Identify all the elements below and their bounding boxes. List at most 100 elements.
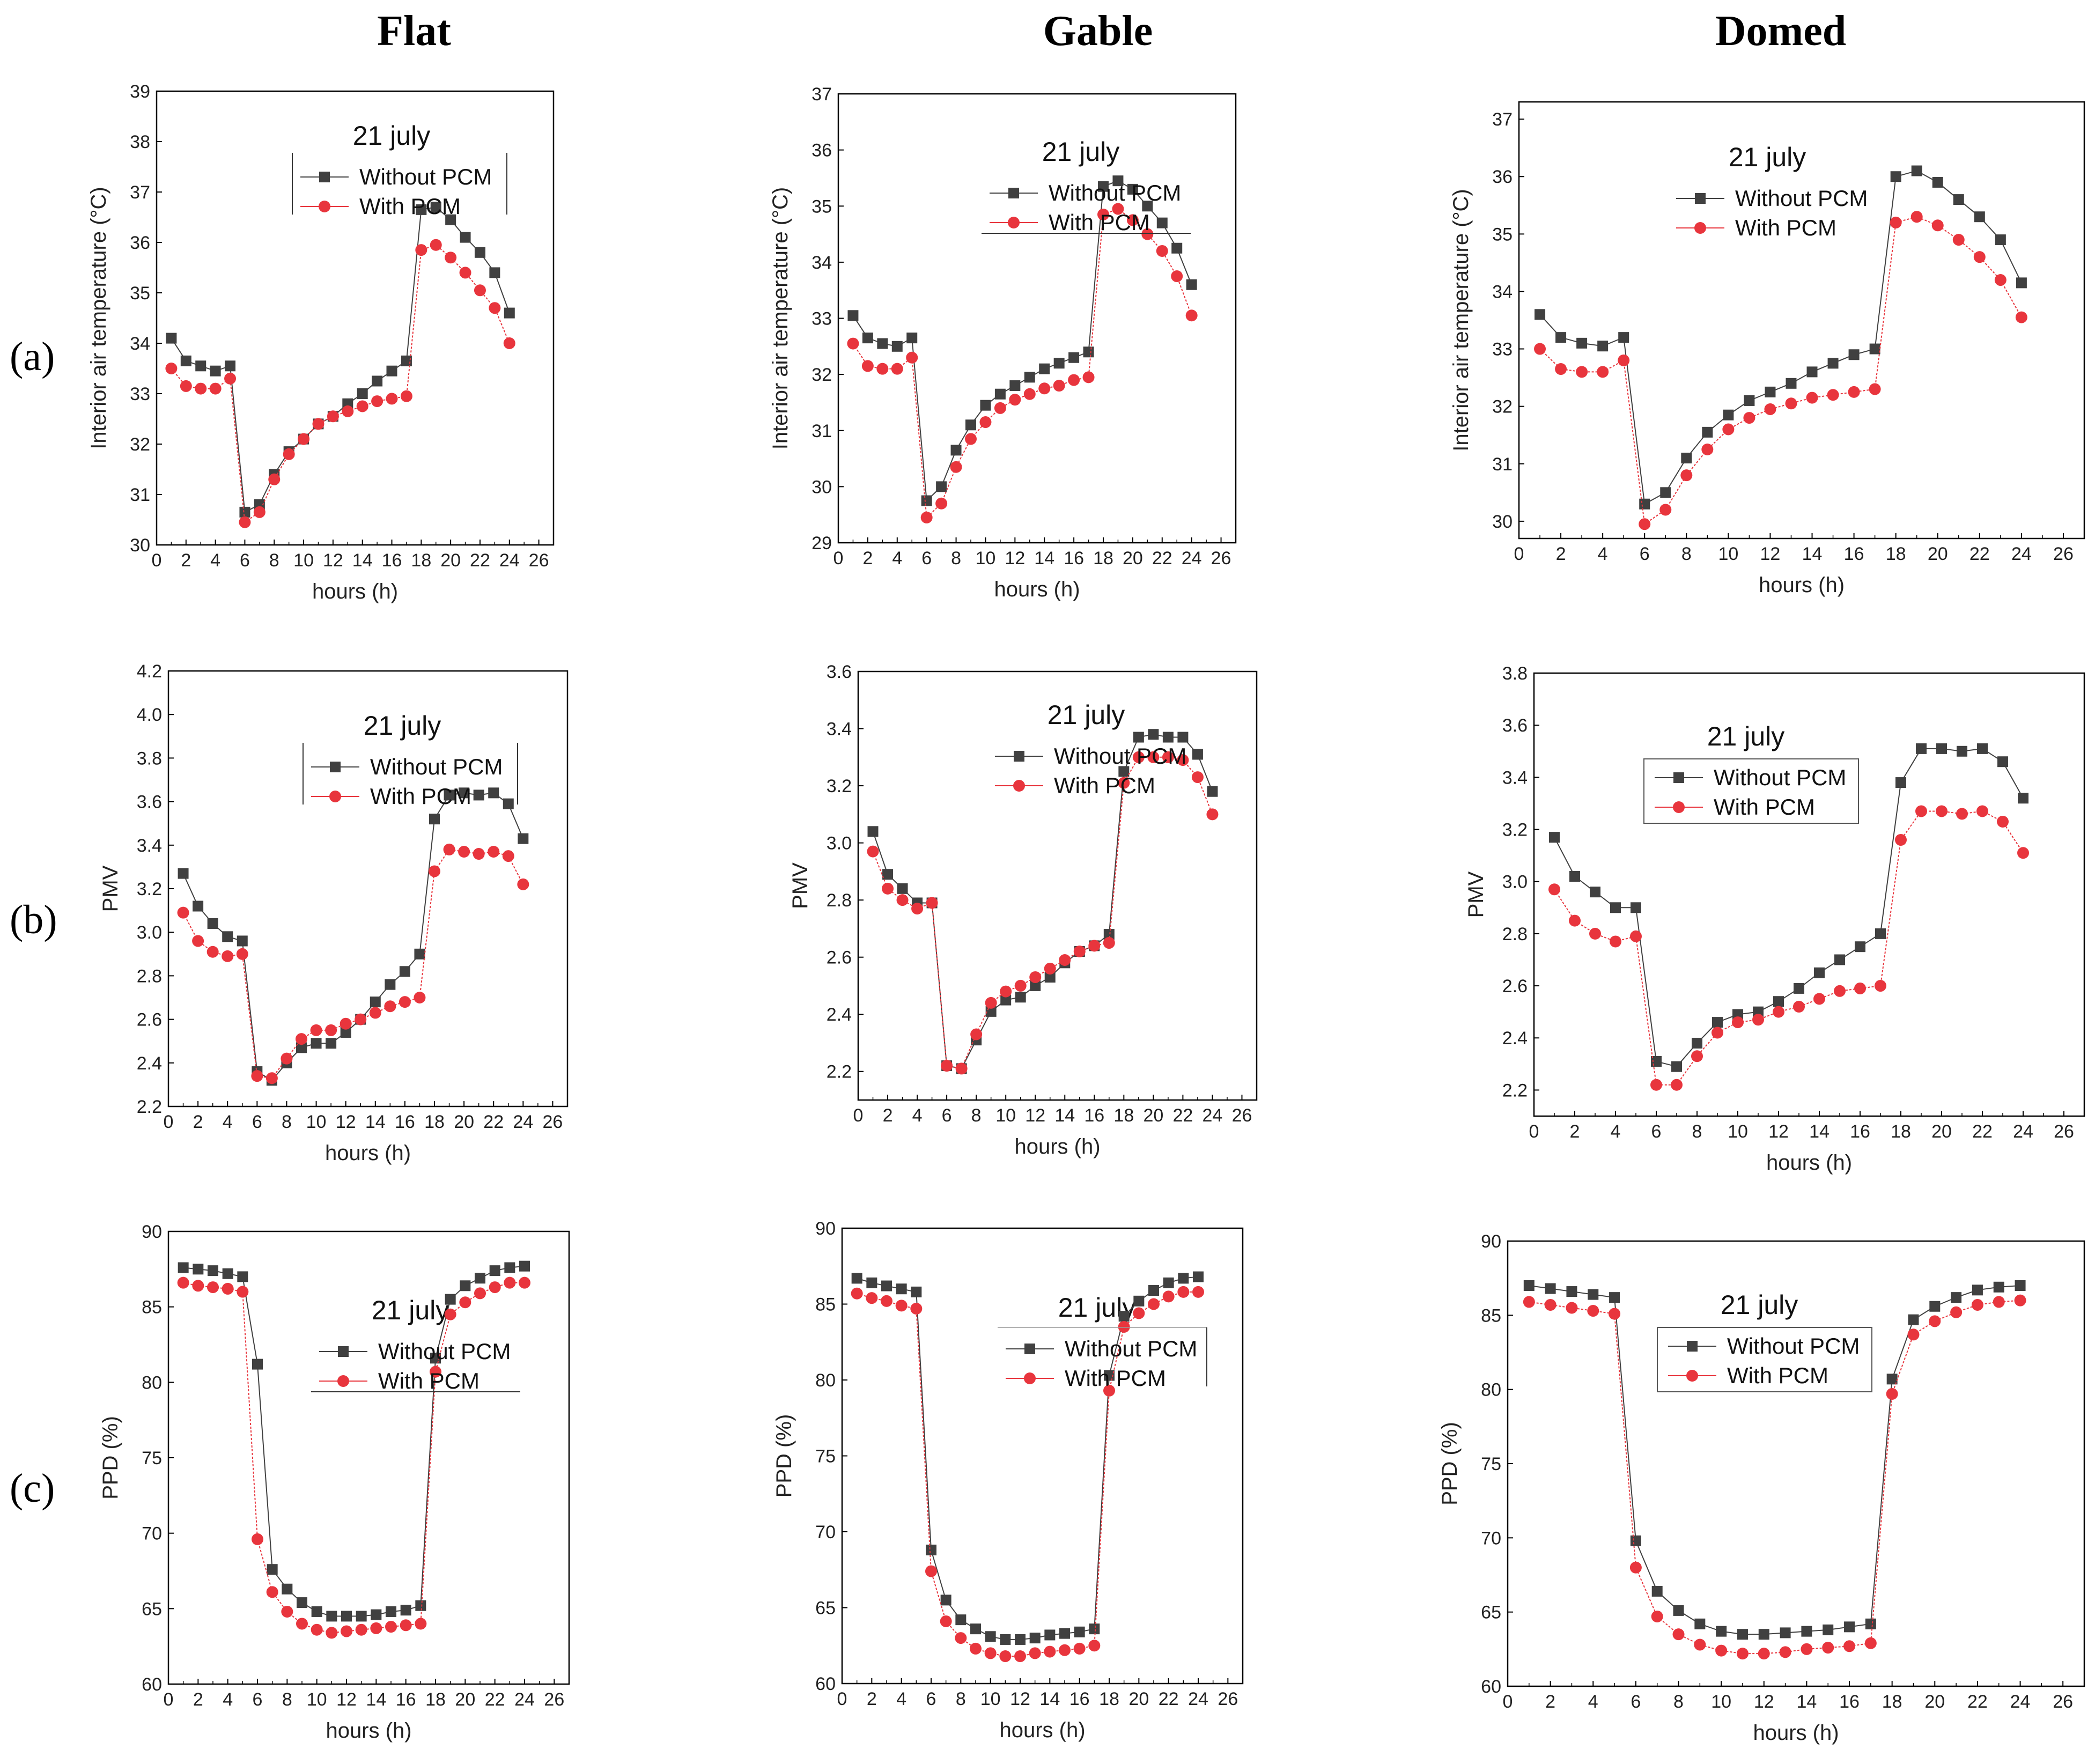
x-tick-label: 10 xyxy=(306,1112,327,1132)
legend-label: Without PCM xyxy=(1065,1336,1197,1361)
data-point-without-pcm xyxy=(1000,994,1012,1006)
x-tick-label: 20 xyxy=(440,550,461,571)
data-point-with-pcm xyxy=(1192,1286,1204,1298)
y-tick-label: 3.2 xyxy=(137,879,162,899)
data-point-without-pcm xyxy=(1936,743,1947,754)
data-point-with-pcm xyxy=(2017,847,2029,859)
data-point-without-pcm xyxy=(311,1038,322,1049)
legend-marker-with-pcm xyxy=(1686,1370,1698,1382)
y-tick-label: 60 xyxy=(815,1674,836,1694)
data-point-with-pcm xyxy=(1651,1610,1663,1622)
data-point-with-pcm xyxy=(1014,1650,1026,1663)
data-point-with-pcm xyxy=(1088,1640,1101,1652)
data-point-with-pcm xyxy=(385,1621,397,1633)
data-point-with-pcm xyxy=(1053,380,1065,392)
data-point-with-pcm xyxy=(1118,1320,1130,1333)
chart-title: 21 july xyxy=(1729,142,1806,172)
data-point-with-pcm xyxy=(1523,1296,1535,1308)
data-point-with-pcm xyxy=(429,865,440,877)
data-point-with-pcm xyxy=(192,935,204,947)
x-tick-label: 24 xyxy=(1188,1689,1208,1709)
y-tick-label: 36 xyxy=(812,141,832,161)
data-point-without-pcm xyxy=(1702,426,1713,438)
data-point-with-pcm xyxy=(326,1627,338,1639)
data-point-with-pcm xyxy=(1133,1307,1145,1319)
x-tick-label: 14 xyxy=(1809,1121,1830,1142)
data-point-without-pcm xyxy=(400,1605,411,1616)
legend-label: Without PCM xyxy=(370,754,503,779)
data-point-without-pcm xyxy=(881,1280,892,1291)
x-tick-label: 2 xyxy=(883,1105,893,1126)
data-point-without-pcm xyxy=(921,495,932,506)
data-point-without-pcm xyxy=(1030,980,1041,991)
data-point-with-pcm xyxy=(415,244,427,256)
data-point-with-pcm xyxy=(1936,805,1948,817)
x-tick-label: 14 xyxy=(1034,548,1054,569)
data-point-with-pcm xyxy=(999,1650,1012,1663)
data-point-with-pcm xyxy=(195,382,207,395)
data-point-with-pcm xyxy=(1854,982,1866,994)
x-tick-label: 18 xyxy=(1891,1121,1911,1142)
y-tick-label: 90 xyxy=(1481,1231,1501,1252)
data-point-with-pcm xyxy=(861,360,874,372)
data-point-with-pcm xyxy=(517,878,529,890)
data-point-without-pcm xyxy=(980,400,991,411)
y-tick-label: 2.4 xyxy=(137,1053,162,1074)
series-line-without-pcm xyxy=(183,1265,525,1617)
data-point-without-pcm xyxy=(1997,756,2008,767)
data-point-with-pcm xyxy=(356,400,368,412)
data-point-with-pcm xyxy=(239,516,251,528)
data-point-without-pcm xyxy=(357,388,368,399)
data-point-without-pcm xyxy=(1639,498,1650,510)
data-point-with-pcm xyxy=(2014,1294,2026,1307)
legend-label: With PCM xyxy=(378,1368,480,1393)
y-tick-label: 3.6 xyxy=(827,662,852,682)
y-tick-label: 35 xyxy=(812,196,832,217)
data-point-with-pcm xyxy=(473,848,485,860)
x-tick-label: 22 xyxy=(485,1689,505,1710)
x-tick-label: 4 xyxy=(1611,1121,1621,1142)
y-tick-label: 29 xyxy=(812,533,832,553)
y-tick-label: 32 xyxy=(812,365,832,385)
data-point-without-pcm xyxy=(445,214,456,225)
y-tick-label: 85 xyxy=(815,1295,836,1315)
data-point-without-pcm xyxy=(340,1027,351,1038)
data-point-with-pcm xyxy=(369,1007,381,1019)
series-line-with-pcm xyxy=(183,1282,525,1634)
data-point-with-pcm xyxy=(1589,927,1601,940)
x-tick-label: 10 xyxy=(976,548,996,569)
x-tick-label: 8 xyxy=(282,1112,292,1132)
data-point-without-pcm xyxy=(1801,1626,1812,1637)
x-tick-label: 14 xyxy=(1054,1105,1075,1126)
data-point-without-pcm xyxy=(1827,358,1839,369)
data-point-without-pcm xyxy=(444,789,455,801)
data-point-without-pcm xyxy=(1630,1535,1641,1546)
x-tick-label: 16 xyxy=(1850,1121,1870,1142)
data-point-with-pcm xyxy=(920,511,933,523)
data-point-with-pcm xyxy=(1029,971,1042,983)
data-point-with-pcm xyxy=(1630,930,1642,942)
x-tick-label: 22 xyxy=(483,1112,504,1132)
y-tick-label: 70 xyxy=(1481,1528,1501,1548)
y-tick-label: 3.2 xyxy=(1502,820,1528,840)
y-axis-title: PPD (%) xyxy=(99,1416,122,1500)
data-point-without-pcm xyxy=(222,1268,233,1279)
x-tick-label: 6 xyxy=(926,1689,936,1709)
y-axis-title: PMV xyxy=(99,865,122,912)
data-point-without-pcm xyxy=(1737,1629,1748,1640)
x-tick-label: 24 xyxy=(513,1112,533,1132)
x-tick-label: 0 xyxy=(1514,544,1524,564)
row-label-a: (a) xyxy=(10,334,55,379)
data-point-without-pcm xyxy=(222,931,233,942)
x-tick-label: 20 xyxy=(1123,548,1143,569)
data-point-with-pcm xyxy=(296,1033,307,1045)
data-point-with-pcm xyxy=(266,1586,278,1598)
data-point-without-pcm xyxy=(460,232,471,243)
data-point-without-pcm xyxy=(1972,1285,1983,1296)
x-tick-label: 2 xyxy=(1556,544,1566,564)
y-tick-label: 3.0 xyxy=(1502,872,1528,892)
y-axis-title: Interior air temperature (°C) xyxy=(87,187,110,449)
x-tick-label: 16 xyxy=(395,1112,415,1132)
data-point-without-pcm xyxy=(430,1353,441,1364)
x-tick-label: 26 xyxy=(1211,548,1231,569)
